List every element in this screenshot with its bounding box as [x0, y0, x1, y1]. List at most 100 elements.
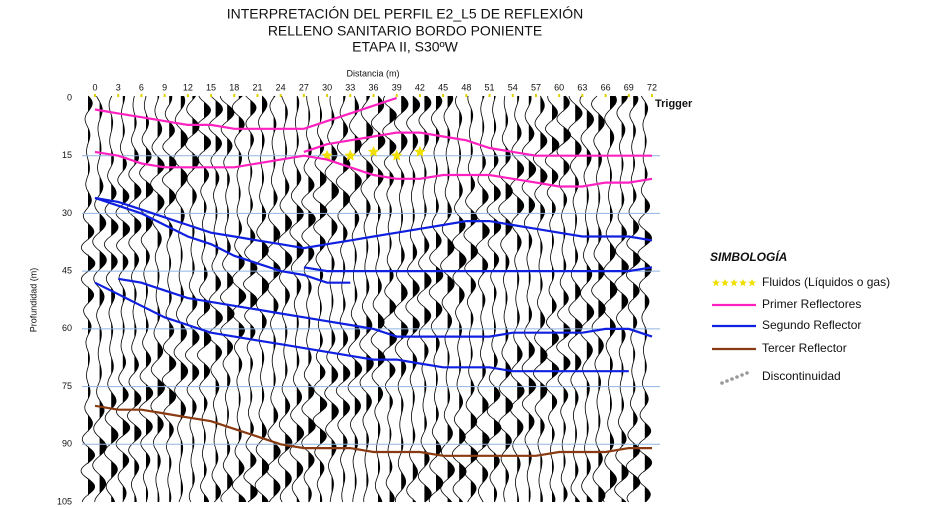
legend-label: Tercer Reflector	[762, 341, 847, 355]
x-tick-label: 9	[162, 82, 167, 92]
trace-fill	[215, 96, 223, 502]
trace	[382, 95, 397, 503]
x-tick-label: 66	[601, 82, 611, 92]
trace	[370, 95, 386, 503]
trace	[625, 95, 641, 503]
legend-symbol	[720, 381, 724, 385]
legend-symbol	[740, 373, 744, 377]
reflectors	[94, 96, 653, 457]
trace-fill	[238, 96, 246, 502]
trace	[138, 95, 154, 503]
trace	[266, 95, 281, 503]
trace	[277, 95, 293, 503]
trace	[358, 95, 374, 503]
x-tick-label: 15	[206, 82, 216, 92]
trace-fill	[146, 96, 153, 502]
trace	[324, 95, 339, 503]
trace-fill	[331, 96, 339, 502]
x-tick-label: 48	[461, 82, 471, 92]
chart-title: RELLENO SANITARIO BORDO PONIENTE	[268, 23, 542, 39]
x-tick-label: 33	[345, 82, 355, 92]
reflector-line	[303, 266, 653, 273]
fluid-marker	[414, 145, 426, 157]
trace	[532, 95, 548, 503]
trace	[440, 95, 455, 503]
trace	[602, 95, 618, 503]
trace	[173, 95, 189, 503]
trace	[416, 95, 432, 503]
trace-fill	[389, 96, 397, 502]
x-tick-label: 18	[229, 82, 239, 92]
y-tick-label: 45	[62, 266, 72, 276]
fluid-marker	[391, 149, 403, 161]
legend-symbol	[748, 279, 756, 287]
legend-symbol	[745, 371, 749, 375]
y-tick-label: 0	[67, 92, 72, 102]
x-tick-label: 57	[531, 82, 541, 92]
trace	[614, 95, 629, 503]
trace-fill	[88, 96, 95, 502]
trace	[498, 95, 514, 503]
x-tick-label: 6	[139, 82, 144, 92]
x-tick-label: 39	[392, 82, 402, 92]
trace-fill	[273, 96, 281, 502]
trace	[428, 95, 444, 503]
trace-fill	[122, 96, 130, 502]
fluid-marker	[367, 145, 380, 157]
x-tick-label: 54	[508, 82, 518, 92]
y-tick-label: 60	[62, 323, 72, 333]
trace-fill	[540, 96, 548, 502]
trace	[486, 95, 502, 503]
chart-title: INTERPRETACIÓN DEL PERFIL E2_L5 DE REFLE…	[227, 6, 584, 22]
trace	[219, 95, 235, 503]
legend-symbol	[712, 279, 720, 287]
trace	[475, 95, 490, 503]
trace-fill	[262, 96, 269, 502]
trace	[556, 95, 571, 503]
x-axis-label: Distancia (m)	[346, 68, 399, 78]
trace	[208, 95, 223, 503]
y-axis-label: Profundidad (m)	[28, 268, 38, 333]
trace	[103, 95, 119, 503]
trace-fill	[412, 96, 420, 502]
trace	[335, 95, 351, 503]
trace	[150, 95, 166, 503]
reflector-line	[118, 277, 653, 338]
trace-fill	[320, 96, 327, 502]
fluid-marker	[344, 149, 356, 161]
annotation: Trigger	[655, 98, 693, 110]
x-tick-label: 42	[415, 82, 425, 92]
y-tick-label: 30	[62, 208, 72, 218]
trace	[80, 95, 96, 503]
seismic-traces	[80, 95, 653, 503]
y-tick-label: 90	[62, 439, 72, 449]
trace-fill	[354, 96, 362, 502]
x-tick-label: 51	[485, 82, 495, 92]
trace	[405, 95, 421, 503]
trace-fill	[436, 96, 443, 502]
legend-label: Fluidos (Líquidos o gas)	[762, 275, 890, 289]
x-tick-label: 0	[92, 82, 97, 92]
reflector-line	[303, 131, 652, 157]
trace	[301, 95, 316, 503]
trace-fill	[424, 96, 432, 502]
trace-fill	[505, 96, 513, 502]
x-tick-label: 63	[577, 82, 587, 92]
x-tick-label: 24	[276, 82, 286, 92]
trace-fill	[250, 96, 258, 502]
legend-symbol	[725, 379, 729, 383]
x-tick-label: 45	[438, 82, 448, 92]
trace	[637, 95, 653, 503]
trace-fill	[401, 96, 409, 502]
trace	[115, 95, 131, 503]
trace-fill	[586, 96, 594, 502]
trace	[231, 95, 247, 503]
trace-fill	[633, 96, 641, 502]
trace-fill	[99, 96, 107, 502]
trace	[521, 95, 537, 503]
reflector-line	[94, 196, 653, 250]
x-tick-label: 21	[252, 82, 262, 92]
trace-fill	[134, 96, 141, 502]
